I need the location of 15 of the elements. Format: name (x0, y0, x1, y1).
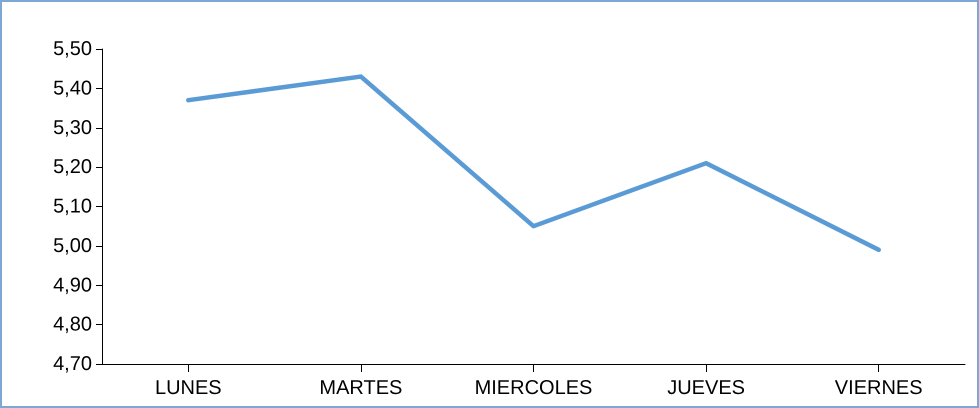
y-tick-label: 5,30 (53, 116, 92, 139)
x-tick-label: JUEVES (667, 377, 746, 399)
y-tick-label: 5,10 (53, 196, 92, 218)
y-tick-label: 4,70 (53, 353, 92, 375)
x-tick-label: MIERCOLES (474, 377, 592, 399)
y-tick-label: 5,00 (53, 234, 92, 257)
y-tick-label: 4,90 (53, 274, 92, 296)
x-tick-label: MARTES (319, 377, 402, 399)
y-tick-label: 4,80 (53, 314, 92, 336)
y-tick-label: 5,50 (53, 38, 92, 60)
y-tick-label: 5,20 (53, 156, 92, 178)
line-series (186, 74, 881, 252)
y-tick-label: 5,40 (53, 77, 92, 100)
x-tick-label: LUNES (154, 377, 222, 399)
x-tick-label: VIERNES (834, 377, 923, 399)
